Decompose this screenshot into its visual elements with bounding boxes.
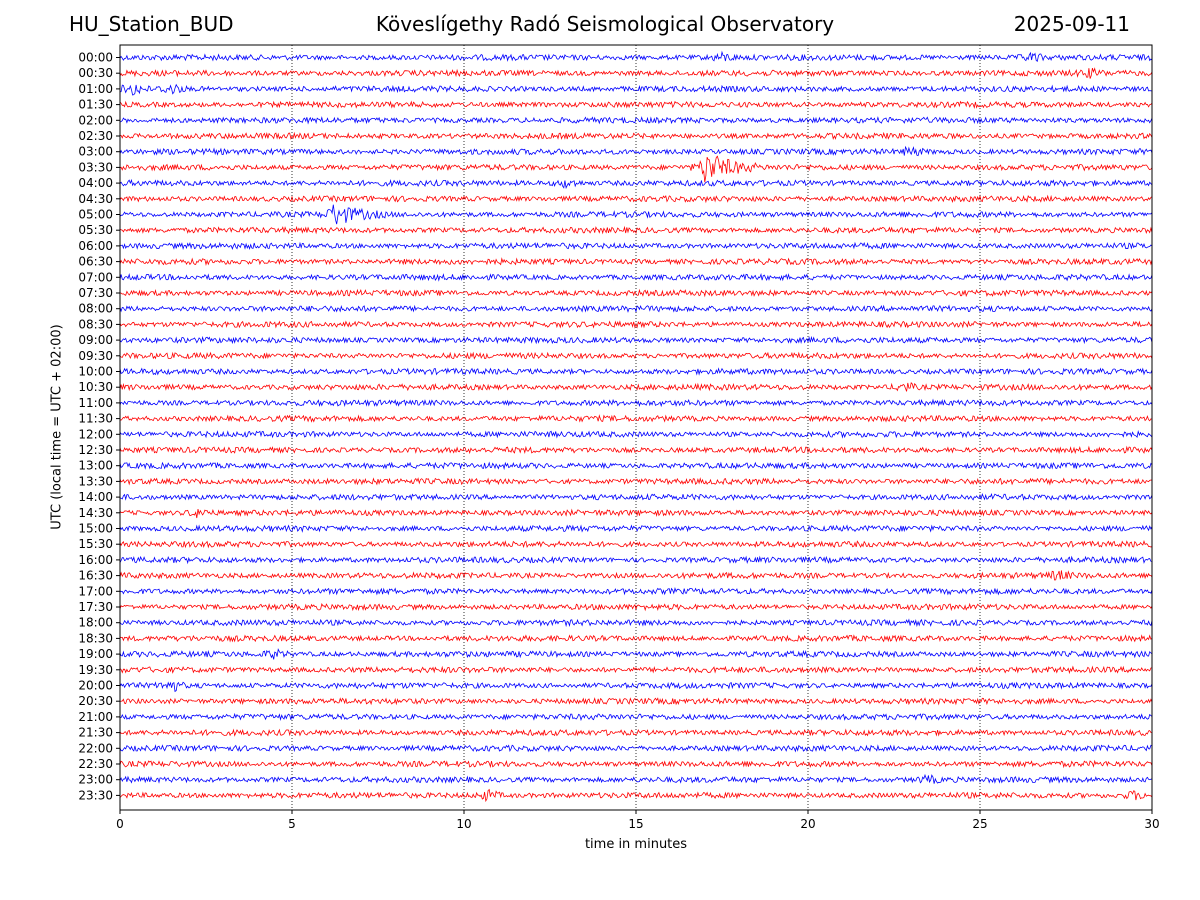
- y-tick-label: 13:30: [78, 474, 113, 488]
- y-tick-label: 19:00: [78, 647, 113, 661]
- y-tick-label: 03:00: [78, 145, 113, 159]
- y-tick-label: 02:30: [78, 129, 113, 143]
- y-tick-label: 05:00: [78, 208, 113, 222]
- y-tick-label: 19:30: [78, 663, 113, 677]
- trace-0300: [119, 145, 1153, 157]
- x-tick-label: 0: [116, 817, 124, 831]
- x-tick-label: 30: [1144, 817, 1159, 831]
- y-tick-label: 04:30: [78, 192, 113, 206]
- y-tick-label: 15:00: [78, 522, 113, 536]
- x-tick-label: 20: [800, 817, 815, 831]
- y-tick-label: 13:00: [78, 459, 113, 473]
- y-tick-label: 12:00: [78, 427, 113, 441]
- trace-1800: [119, 618, 1153, 628]
- y-tick-label: 03:30: [78, 160, 113, 174]
- trace-0330: [119, 155, 1153, 183]
- y-tick-label: 18:00: [78, 616, 113, 630]
- station-title: HU_Station_BUD: [69, 12, 234, 36]
- trace-0000: [119, 50, 1153, 63]
- y-tick-label: 04:00: [78, 176, 113, 190]
- y-axis-label: UTC (local time = UTC + 02:00): [49, 324, 65, 530]
- y-tick-label: 07:30: [78, 286, 113, 300]
- y-tick-label: 15:30: [78, 537, 113, 551]
- trace-1600: [119, 555, 1153, 565]
- y-tick-label: 18:30: [78, 631, 113, 645]
- trace-0730: [119, 288, 1153, 298]
- y-tick-label: 09:00: [78, 333, 113, 347]
- y-tick-label: 16:00: [78, 553, 113, 567]
- y-tick-label: 11:30: [78, 412, 113, 426]
- y-tick-label: 21:30: [78, 726, 113, 740]
- y-tick-label: 22:30: [78, 757, 113, 771]
- y-tick-label: 00:30: [78, 66, 113, 80]
- y-tick-label: 22:00: [78, 741, 113, 755]
- y-tick-label: 12:30: [78, 443, 113, 457]
- y-tick-label: 06:30: [78, 255, 113, 269]
- y-tick-label: 23:30: [78, 788, 113, 802]
- y-tick-label: 17:00: [78, 584, 113, 598]
- x-tick-label: 15: [628, 817, 643, 831]
- y-tick-label: 07:00: [78, 270, 113, 284]
- y-tick-label: 14:30: [78, 506, 113, 520]
- observatory-title: Köveslígethy Radó Seismological Observat…: [375, 12, 835, 36]
- y-tick-label: 23:00: [78, 773, 113, 787]
- trace-1130: [119, 414, 1153, 423]
- y-tick-label: 21:00: [78, 710, 113, 724]
- date-title: 2025-09-11: [1013, 12, 1130, 36]
- x-tick-label: 10: [456, 817, 471, 831]
- y-tick-label: 09:30: [78, 349, 113, 363]
- trace-2230: [119, 759, 1153, 769]
- y-tick-label: 01:00: [78, 82, 113, 96]
- y-tick-label: 08:00: [78, 302, 113, 316]
- y-tick-label: 01:30: [78, 98, 113, 112]
- trace-1900: [119, 648, 1153, 660]
- trace-1930: [119, 665, 1153, 675]
- y-tick-label: 16:30: [78, 569, 113, 583]
- y-tick-label: 10:30: [78, 380, 113, 394]
- y-tick-label: 20:00: [78, 679, 113, 693]
- x-tick-label: 25: [972, 817, 987, 831]
- y-tick-label: 17:30: [78, 600, 113, 614]
- y-tick-label: 05:30: [78, 223, 113, 237]
- y-tick-label: 10:00: [78, 365, 113, 379]
- x-tick-label: 5: [288, 817, 296, 831]
- y-tick-label: 20:30: [78, 694, 113, 708]
- trace-2300: [119, 773, 1153, 784]
- y-tick-label: 08:30: [78, 317, 113, 331]
- trace-1630: [119, 570, 1153, 581]
- y-tick-label: 14:00: [78, 490, 113, 504]
- trace-0830: [119, 320, 1153, 329]
- y-tick-label: 02:00: [78, 113, 113, 127]
- y-tick-label: 06:00: [78, 239, 113, 253]
- y-tick-label: 11:00: [78, 396, 113, 410]
- y-tick-label: 00:00: [78, 51, 113, 65]
- x-axis-label: time in minutes: [584, 837, 688, 852]
